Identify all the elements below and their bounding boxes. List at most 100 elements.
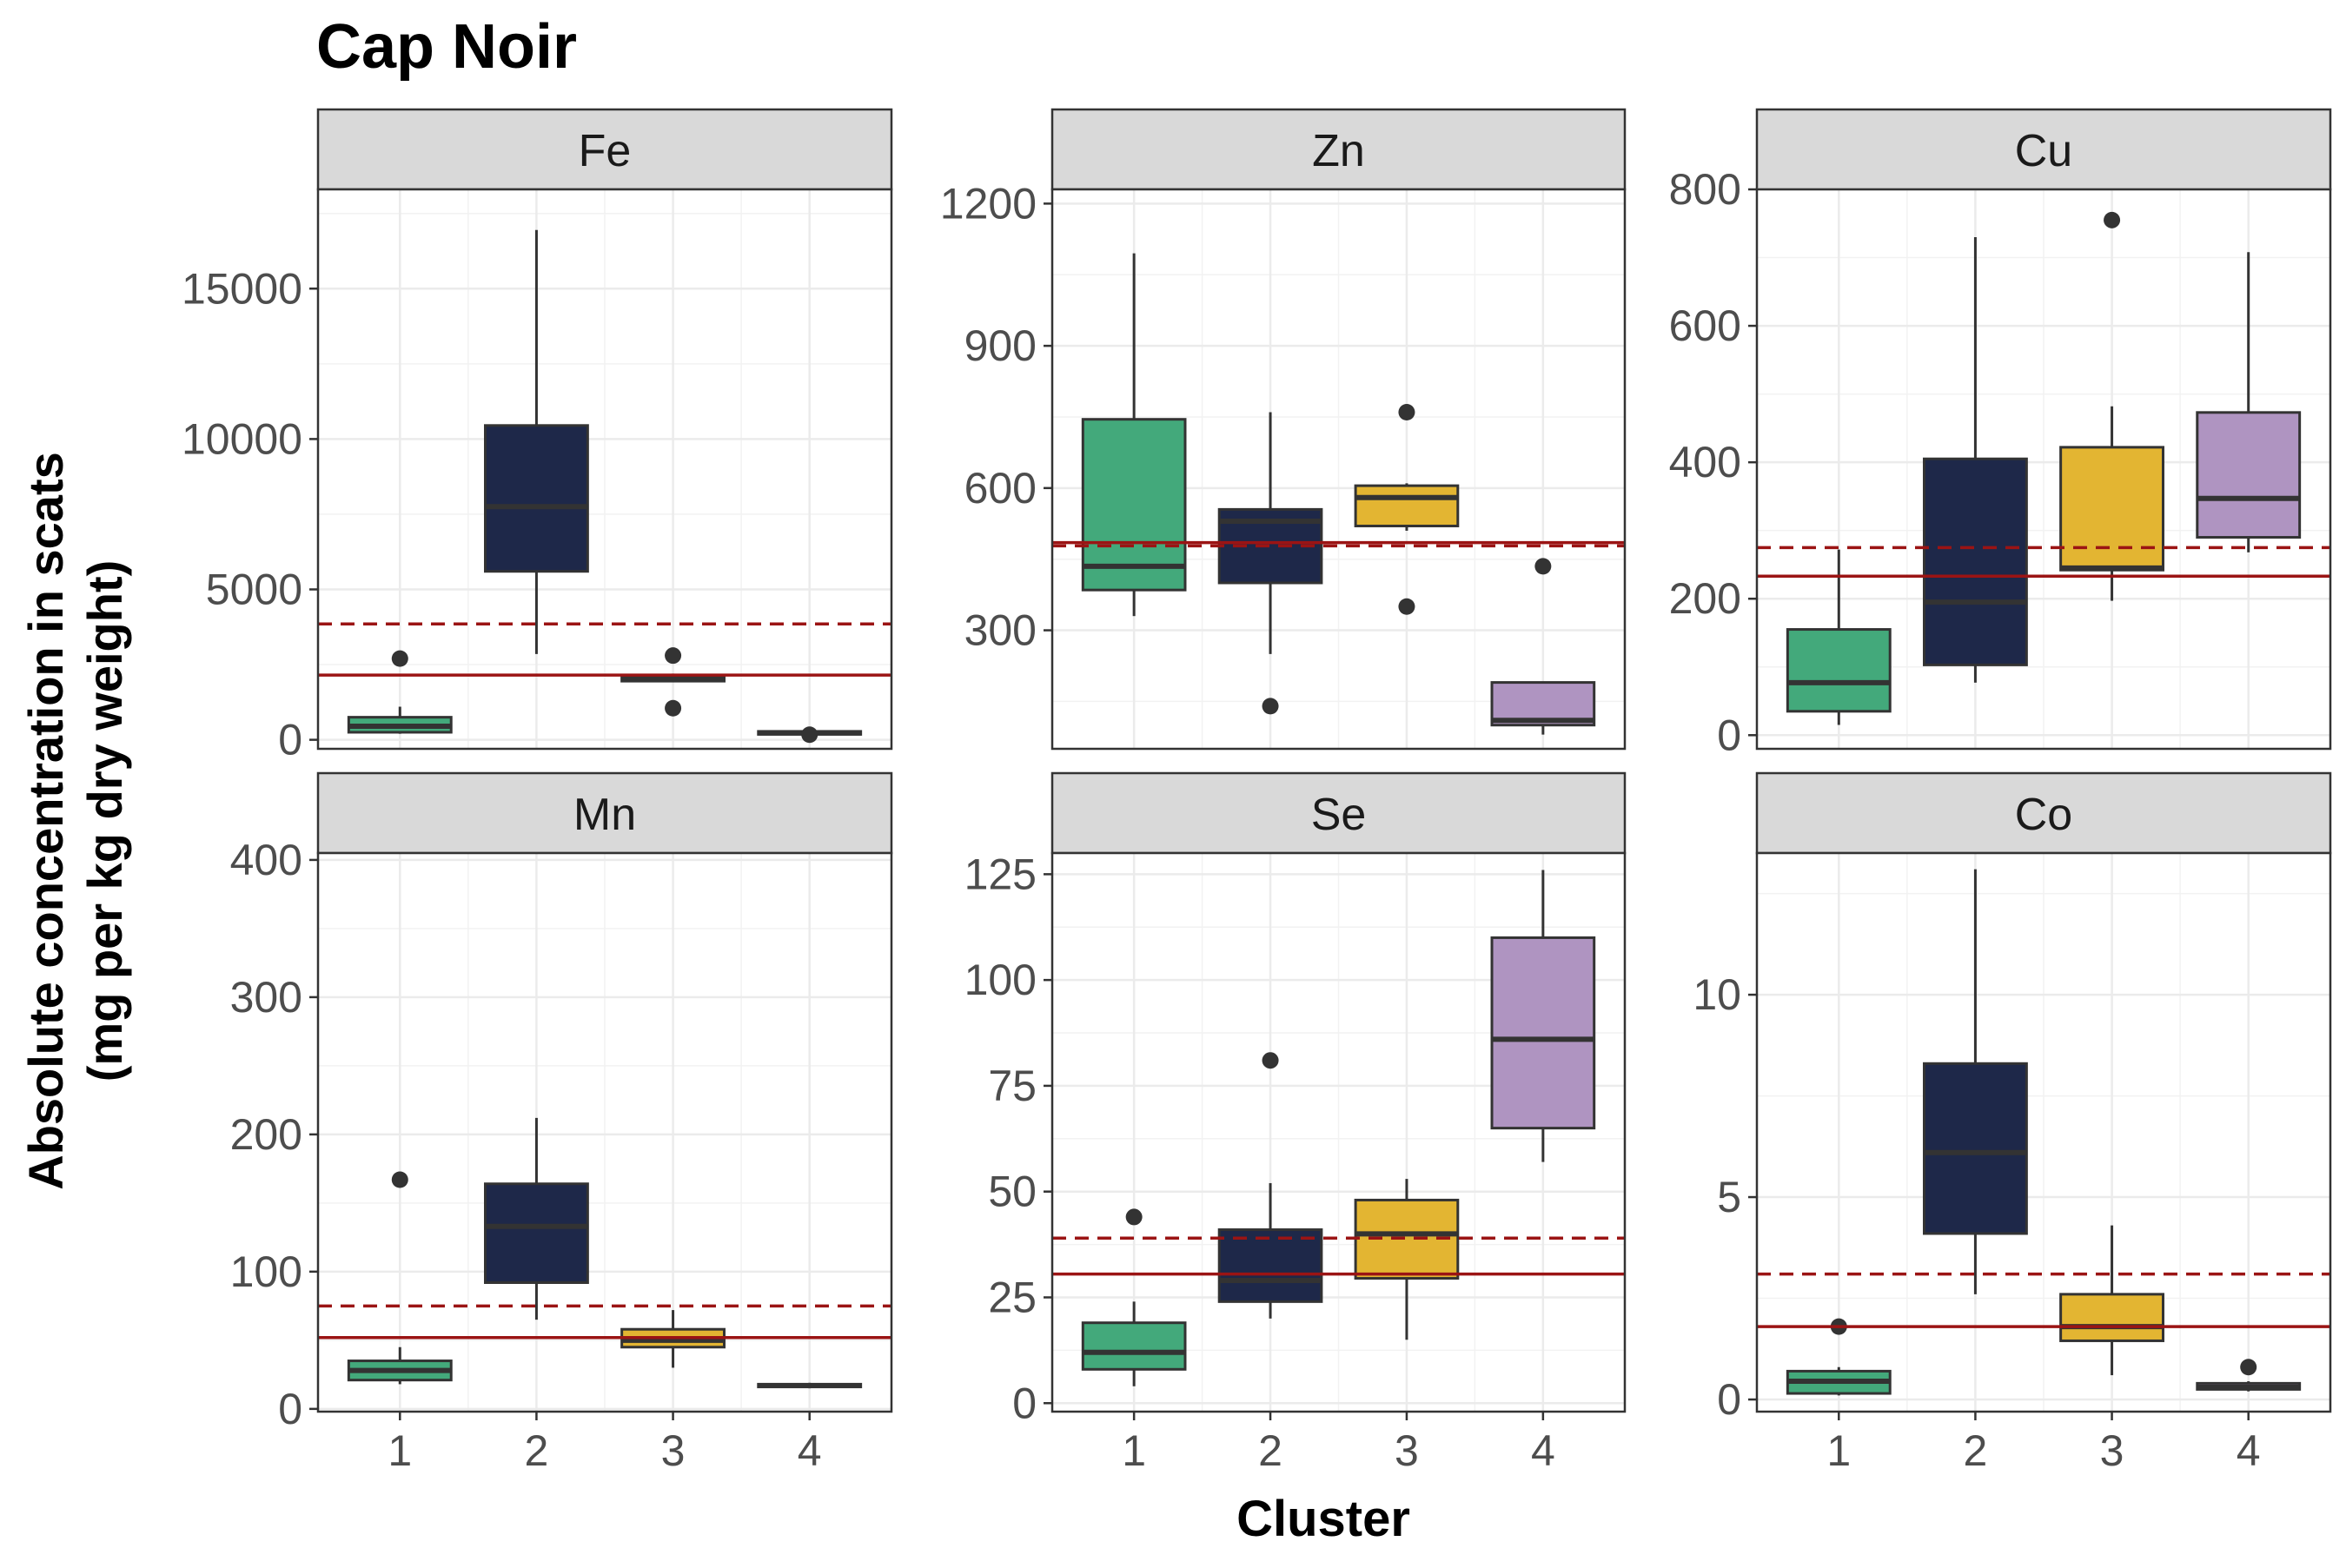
box-se-cluster-1 (1081, 1208, 1187, 1386)
facet-label: Se (1311, 790, 1367, 840)
outlier-point (801, 726, 818, 744)
box-co-cluster-4 (2196, 1359, 2302, 1392)
facet-label: Zn (1312, 126, 1365, 176)
y-tick-label: 300 (230, 973, 302, 1022)
y-tick-label: 0 (278, 1385, 302, 1433)
y-tick-label: 1200 (940, 179, 1037, 228)
outlier-point (2104, 211, 2121, 228)
y-tick-label: 15000 (182, 264, 302, 313)
x-tick-label: 2 (1964, 1426, 1988, 1475)
panel-fe: Fe 0 5000 10000 15000 (182, 108, 893, 764)
panel-se: Se 0 25 50 75 100 125 1 2 3 4 (964, 771, 1627, 1475)
panel-zn: Zn 300 600 900 1200 (940, 108, 1627, 751)
box-cu-cluster-4 (2196, 252, 2302, 552)
y-axis-title-line2: (mg per kg dry weight) (77, 560, 132, 1082)
panel-border (1050, 188, 1627, 751)
box-cu-cluster-3 (2059, 211, 2164, 601)
outlier-point (1398, 598, 1415, 615)
outlier-point (1398, 404, 1415, 421)
box-mn-cluster-4 (757, 1382, 863, 1389)
chart-title: Cap Noir (316, 12, 577, 82)
panel-border (1755, 188, 2332, 751)
y-tick-label: 5 (1717, 1173, 1741, 1221)
y-tick-label: 25 (988, 1273, 1037, 1321)
y-tick-label: 300 (964, 606, 1037, 655)
box-body (1490, 936, 1596, 1130)
box-se-cluster-4 (1490, 870, 1596, 1162)
y-tick-label: 10 (1693, 970, 1741, 1019)
box-co-cluster-2 (1923, 869, 2028, 1294)
y-tick-label: 600 (964, 464, 1037, 513)
facet-label: Fe (579, 126, 632, 176)
box-body (1354, 484, 1460, 527)
panel-cu: Cu 0 200 400 600 800 (1669, 108, 2332, 759)
facet-strip (1050, 771, 1627, 855)
facet-strip (1755, 771, 2332, 855)
x-tick-label: 4 (798, 1426, 822, 1475)
facet-strip (1755, 108, 2332, 191)
box-body (484, 424, 589, 573)
x-tick-label: 3 (661, 1426, 686, 1475)
y-tick-label: 0 (1717, 1375, 1741, 1424)
y-tick-label: 5000 (206, 565, 302, 613)
box-body (2196, 411, 2302, 539)
box-zn-cluster-4 (1490, 558, 1596, 735)
box-body (1081, 1321, 1187, 1371)
box-fe-cluster-2 (484, 229, 589, 654)
y-tick-label: 400 (1669, 438, 1741, 486)
facet-strip (316, 108, 893, 191)
x-axis-title: Cluster (1236, 1491, 1410, 1547)
x-tick-label: 3 (1395, 1426, 1419, 1475)
box-fe-cluster-4 (757, 726, 863, 744)
outlier-point (665, 647, 682, 665)
facet-label: Mn (573, 790, 636, 840)
box-co-cluster-1 (1786, 1318, 1892, 1396)
outlier-point (391, 650, 408, 667)
outlier-point (2240, 1359, 2257, 1376)
box-body (1786, 628, 1892, 713)
outlier-point (1262, 698, 1279, 715)
y-tick-label: 100 (964, 956, 1037, 1004)
y-tick-label: 75 (988, 1062, 1037, 1110)
box-cu-cluster-2 (1923, 236, 2028, 683)
panel-border (316, 851, 893, 1413)
box-body (1081, 418, 1187, 592)
y-tick-label: 400 (230, 836, 302, 884)
box-zn-cluster-3 (1354, 404, 1460, 615)
outlier-point (1125, 1208, 1143, 1226)
box-zn-cluster-1 (1081, 253, 1187, 617)
facet-strip (316, 771, 893, 855)
facet-label: Co (2015, 790, 2072, 840)
x-tick-label: 3 (2100, 1426, 2124, 1475)
box-body (2059, 1293, 2164, 1342)
outlier-point (391, 1171, 408, 1188)
box-body (1923, 1062, 2028, 1235)
x-tick-label: 4 (2237, 1426, 2261, 1475)
y-tick-label: 0 (1717, 711, 1741, 759)
y-tick-label: 800 (1669, 165, 1741, 214)
x-tick-label: 1 (1122, 1426, 1146, 1475)
panel-co: Co 0 5 10 1 2 3 4 (1693, 771, 2332, 1475)
box-body (1217, 1228, 1323, 1303)
y-tick-label: 0 (1012, 1379, 1037, 1427)
box-body (1923, 457, 2028, 666)
panel-border (1050, 851, 1627, 1413)
facet-strip (1050, 108, 1627, 191)
x-tick-label: 1 (388, 1426, 412, 1475)
facet-panels: Fe050001000015000Zn3006009001200Cu020040… (182, 108, 2332, 1475)
box-body (2059, 446, 2164, 572)
outlier-point (665, 699, 682, 717)
box-mn-cluster-2 (484, 1117, 589, 1320)
y-tick-label: 900 (964, 321, 1037, 370)
x-tick-label: 2 (525, 1426, 549, 1475)
y-tick-label: 0 (278, 716, 302, 764)
panel-border (316, 188, 893, 751)
y-tick-label: 50 (988, 1168, 1037, 1216)
box-body (484, 1182, 589, 1284)
outlier-point (1262, 1052, 1279, 1069)
x-tick-label: 2 (1258, 1426, 1282, 1475)
box-mn-cluster-1 (347, 1171, 453, 1385)
box-se-cluster-2 (1217, 1052, 1323, 1319)
